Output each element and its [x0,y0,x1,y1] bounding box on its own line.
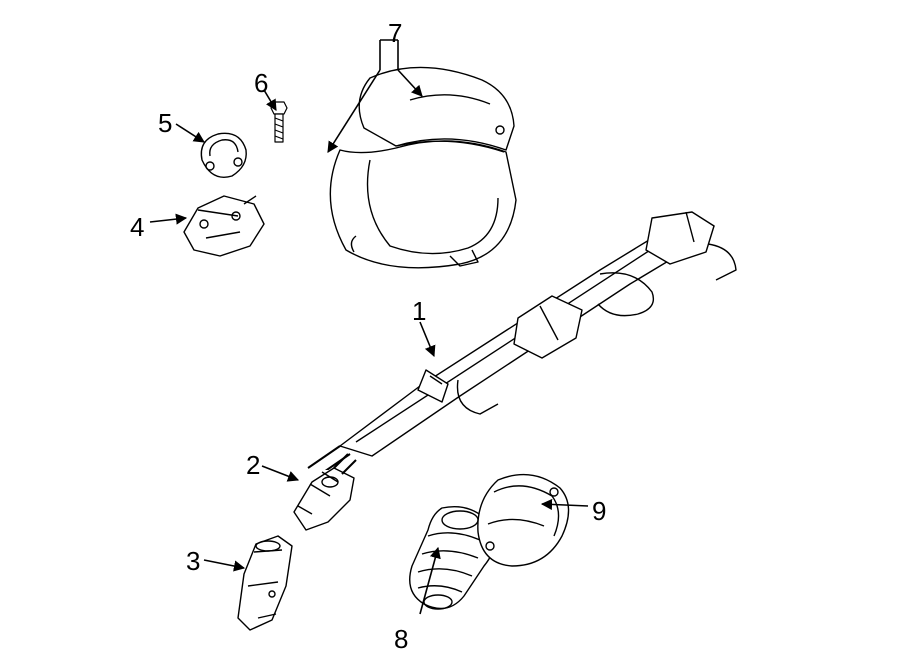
callout-label-8: 8 [394,626,408,652]
callout-label-1: 1 [412,298,426,324]
part-dust-cover [468,466,578,576]
part-bolt [264,98,294,148]
part-clamp [192,126,256,186]
callout-label-4: 4 [130,214,144,240]
part-steering-column-shaft [300,210,740,470]
part-universal-joint [276,446,366,536]
part-lower-shaft-coupling [228,534,308,634]
part-bracket-mount [176,190,266,260]
callout-label-3: 3 [186,548,200,574]
callout-label-9: 9 [592,498,606,524]
callout-label-2: 2 [246,452,260,478]
callout-label-5: 5 [158,110,172,136]
callout-label-6: 6 [254,70,268,96]
callout-label-7: 7 [388,20,402,46]
